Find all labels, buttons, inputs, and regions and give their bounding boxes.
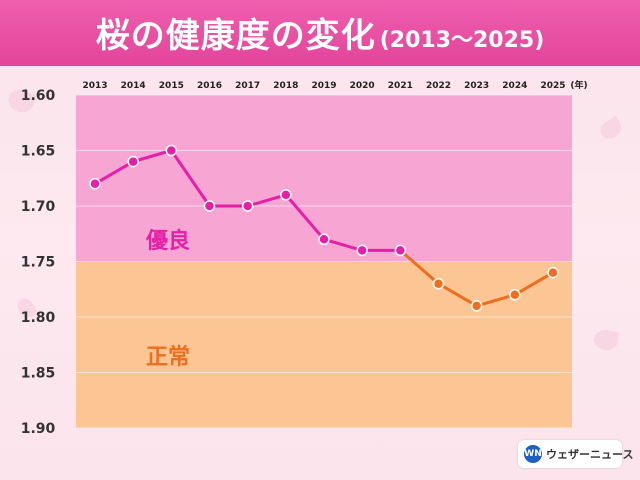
data-point: [318, 233, 330, 246]
x-tick-label: 2018: [273, 81, 298, 91]
x-tick-label: 2013: [82, 81, 107, 91]
data-point: [127, 155, 139, 168]
x-tick-label: 2020: [350, 81, 375, 91]
series-line-segment: [246, 193, 288, 208]
x-tick-label: 2019: [311, 81, 336, 91]
zone-label: 正常: [146, 344, 190, 370]
x-tick-label: 2021: [388, 81, 413, 91]
zone-label: 優良: [145, 228, 190, 254]
x-tick-label: 2025: [540, 81, 565, 91]
series-line-segment: [93, 160, 135, 186]
data-point: [241, 200, 254, 212]
logo-name: ウェザーニュース: [546, 448, 634, 461]
y-tick-label: 1.60: [21, 88, 56, 104]
title-banner: [0, 0, 640, 66]
series-line-segment: [284, 193, 326, 241]
x-tick-label: 2023: [464, 81, 489, 91]
weathernews-logo-icon: WN: [524, 445, 542, 463]
x-tick-label: 2024: [502, 81, 527, 91]
zone-band-1: [76, 261, 572, 428]
data-point: [547, 266, 559, 279]
chart-title-block: 桜の健康度の変化 (2013〜2025): [0, 8, 640, 57]
data-point: [89, 178, 101, 190]
y-tick-label: 1.85: [21, 366, 56, 382]
series-line-segment: [475, 293, 517, 308]
y-tick-label: 1.65: [21, 144, 56, 160]
series-line-segment: [169, 149, 211, 208]
x-tick-label: 2017: [235, 81, 260, 91]
series-line-segment: [398, 248, 440, 286]
x-tick-label: 2016: [197, 81, 222, 91]
y-tick-label: 1.75: [21, 255, 56, 271]
series-line-segment: [131, 149, 173, 164]
series-line-segment: [322, 237, 364, 252]
chart-title: 桜の健康度の変化: [95, 16, 376, 56]
data-point: [470, 300, 483, 312]
weathernews-logo: WN ウェザーニュース: [518, 440, 633, 468]
chart-subtitle: (2013〜2025): [379, 28, 545, 53]
data-point: [165, 144, 178, 157]
x-tick-label: 2022: [426, 81, 451, 91]
data-point: [432, 277, 445, 290]
data-point: [356, 244, 368, 257]
x-axis-unit: (年): [570, 79, 587, 91]
x-tick-label: 2014: [121, 81, 146, 91]
data-point: [509, 289, 521, 301]
data-point: [394, 244, 407, 257]
y-tick-label: 1.80: [21, 310, 56, 326]
data-point: [280, 189, 292, 201]
series-line-segment: [513, 271, 555, 297]
x-tick-label: 2015: [159, 81, 184, 91]
y-tick-label: 1.90: [21, 421, 56, 437]
data-point: [203, 200, 216, 212]
series-line-segment: [437, 282, 479, 308]
y-tick-label: 1.70: [21, 199, 56, 215]
